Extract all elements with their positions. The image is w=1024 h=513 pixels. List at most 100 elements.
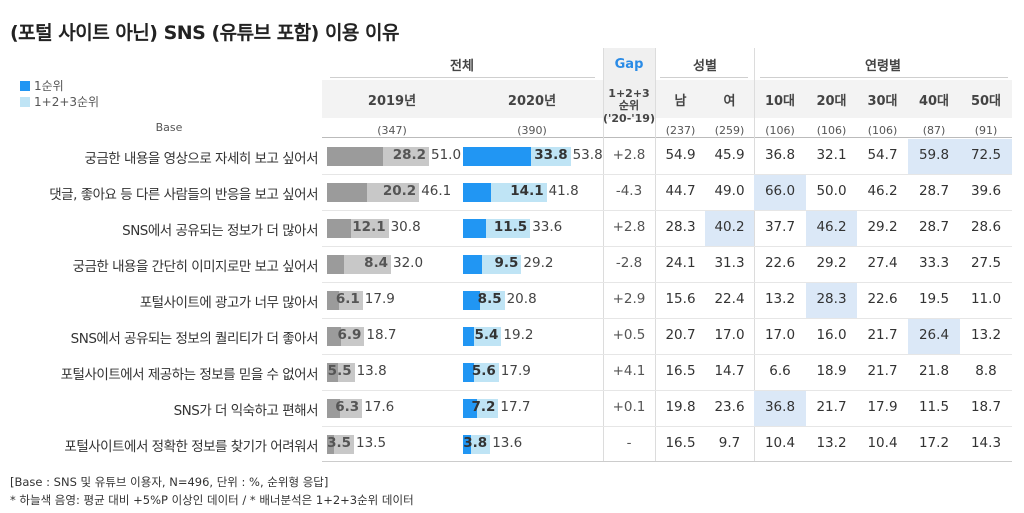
value-2019-rank1: 8.4 [364, 255, 388, 271]
header-gap-sub1: 1+2+3 [608, 87, 650, 100]
gap-value: +4.1 [612, 363, 646, 379]
age-20-value: 50.0 [816, 183, 847, 199]
bar-2020-rank1 [463, 362, 475, 382]
header-gender: 성별 [693, 59, 717, 74]
age-20-value: 46.2 [816, 219, 847, 235]
gender-female-value: 9.7 [718, 435, 741, 451]
value-2019-rank1: 5.5 [327, 363, 352, 379]
header-age-50: 50대 [970, 94, 1002, 109]
category-label: SNS에서 공유되는 정보의 퀄리티가 더 좋아서 [70, 331, 319, 347]
gender-female-value: 14.7 [714, 363, 745, 379]
bar-2019-rank1 [327, 182, 368, 202]
gender-male-value: 54.9 [665, 147, 696, 163]
age-50-value: 18.7 [970, 399, 1002, 415]
age-10-value: 37.7 [764, 219, 796, 235]
category-label: 궁금한 내용을 간단히 이미지로만 보고 싶어서 [72, 259, 319, 275]
value-2019-rank123: 32.0 [393, 255, 424, 271]
value-2019-rank123: 13.5 [356, 435, 387, 451]
value-2020-rank123: 29.2 [523, 255, 554, 271]
value-2020-rank123: 53.8 [572, 147, 603, 163]
gender-male-value: 15.6 [665, 291, 696, 307]
col-separator-age-left [754, 48, 755, 461]
value-2020-rank1: 8.5 [477, 291, 502, 307]
legend-item-rank1: 1순위 [20, 78, 99, 94]
age-50-value: 14.3 [970, 435, 1002, 451]
base-age-30: (106) [867, 124, 898, 137]
bar-2020-rank1 [463, 254, 482, 274]
gap-value: - [626, 435, 632, 451]
gap-value: -2.8 [615, 255, 643, 271]
legend-swatch-rank123 [20, 97, 30, 107]
header-age: 연령별 [865, 59, 901, 74]
bar-2019-rank1 [327, 326, 341, 346]
value-2020-rank123: 20.8 [506, 291, 537, 307]
bar-2019-rank1 [327, 218, 352, 238]
bar-2019-rank1 [327, 362, 338, 382]
header-age-30: 30대 [867, 94, 898, 109]
row-divider-8 [322, 426, 1012, 427]
row-divider-4 [322, 282, 1012, 283]
category-label: 포털사이트에 광고가 너무 많아서 [139, 295, 319, 311]
value-2019-rank123: 18.7 [366, 327, 397, 343]
legend-item-rank123: 1+2+3순위 [20, 94, 99, 110]
value-2020-rank1: 5.6 [471, 363, 496, 379]
value-2020-rank123: 13.6 [492, 435, 523, 451]
age-50-value: 72.5 [970, 147, 1002, 163]
header-divider-age [760, 77, 1008, 78]
age-30-value: 29.2 [867, 219, 898, 235]
age-10-value: 66.0 [764, 183, 796, 199]
value-2019-rank1: 6.1 [335, 291, 360, 307]
table-top-border [322, 137, 1012, 138]
legend-label-rank123: 1+2+3순위 [34, 95, 100, 109]
row-divider-3 [322, 246, 1012, 247]
value-2020-rank1: 14.1 [510, 183, 544, 199]
header-age-40: 40대 [918, 94, 950, 109]
row-divider-5 [322, 318, 1012, 319]
header-band [322, 80, 1012, 118]
base-2019: (347) [377, 124, 407, 137]
age-30-value: 17.9 [867, 399, 898, 415]
legend-label-rank1: 1순위 [34, 79, 64, 93]
age-10-value: 17.0 [764, 327, 796, 343]
gender-male-value: 16.5 [665, 435, 696, 451]
value-2020-rank123: 41.8 [548, 183, 579, 199]
bar-2020-rank1 [463, 326, 474, 346]
value-2019-rank123: 17.6 [364, 399, 395, 415]
row-divider-2 [322, 210, 1012, 211]
gap-value: +0.1 [612, 399, 646, 415]
gender-female-value: 49.0 [714, 183, 745, 199]
legend-swatch-rank1 [20, 81, 30, 91]
age-30-value: 27.4 [867, 255, 898, 271]
value-2020-rank123: 19.2 [503, 327, 534, 343]
value-2020-rank1: 5.4 [474, 327, 499, 343]
footnote-legend: * 하늘색 음영: 평균 대비 +5%P 이상인 데이터 / * 배너분석은 1… [10, 493, 414, 507]
col-separator-gap-left [603, 48, 604, 461]
base-male: (237) [665, 124, 696, 137]
highlight-cell-a50-row0 [960, 139, 1012, 174]
category-label: 포털사이트에서 제공하는 정보를 믿을 수 없어서 [60, 367, 319, 383]
header-2019: 2019년 [367, 94, 417, 109]
age-30-value: 22.6 [867, 291, 898, 307]
base-age-10: (106) [765, 124, 795, 137]
header-divider-gender [660, 77, 748, 78]
age-20-value: 13.2 [816, 435, 847, 451]
gap-value: +2.9 [612, 291, 646, 307]
table-bottom-border [322, 461, 1012, 462]
age-40-value: 33.3 [918, 255, 950, 271]
gap-value: -4.3 [615, 183, 643, 199]
bar-2020-rank1 [463, 290, 480, 310]
age-10-value: 36.8 [764, 399, 796, 415]
value-2020-rank1: 9.5 [494, 255, 519, 271]
age-20-value: 32.1 [816, 147, 847, 163]
gender-male-value: 28.3 [665, 219, 696, 235]
age-40-value: 28.7 [918, 183, 950, 199]
base-age-50: (91) [974, 124, 998, 137]
value-2020-rank1: 11.5 [493, 219, 528, 235]
header-gap: Gap [614, 57, 644, 72]
age-50-value: 8.8 [975, 363, 997, 379]
header-gap-sub3: ('20-'19) [603, 112, 655, 125]
age-40-value: 26.4 [918, 327, 950, 343]
age-30-value: 10.4 [867, 435, 898, 451]
gender-male-value: 24.1 [665, 255, 696, 271]
age-30-value: 21.7 [867, 327, 898, 343]
